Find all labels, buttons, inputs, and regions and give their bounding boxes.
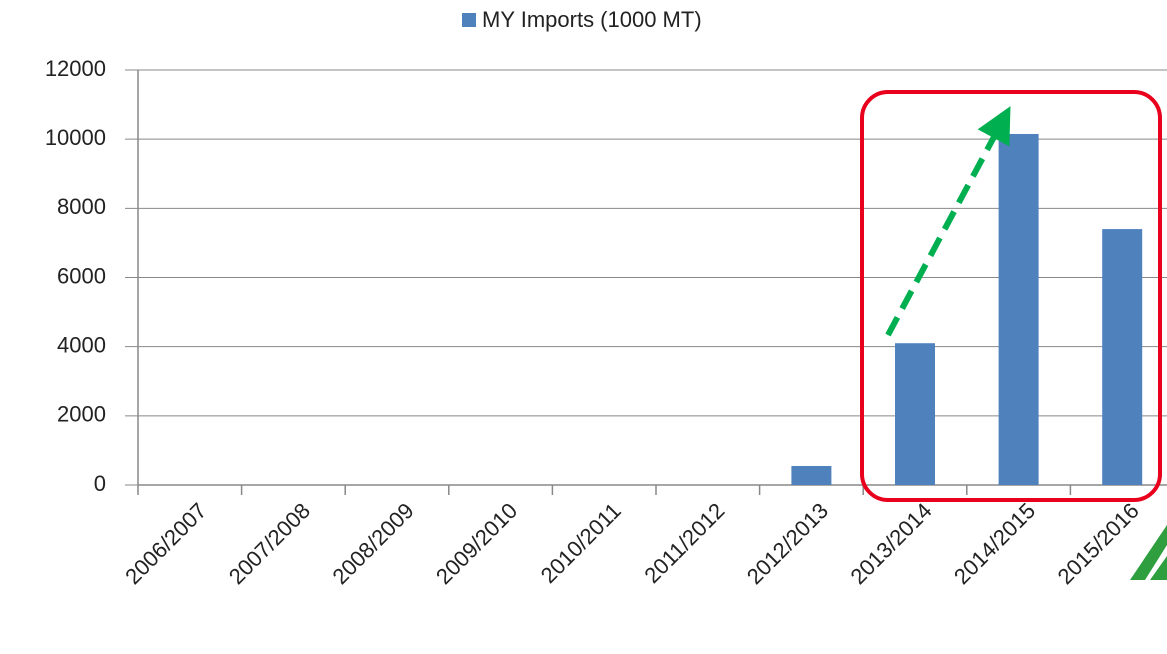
y-tick-label: 2000 — [57, 402, 106, 427]
x-tick-label: 2006/2007 — [120, 498, 211, 589]
legend-label: MY Imports (1000 MT) — [482, 7, 702, 32]
y-tick-label: 6000 — [57, 263, 106, 288]
y-tick-label: 0 — [94, 471, 106, 496]
highlight-box — [860, 90, 1162, 502]
legend-swatch — [462, 13, 476, 27]
y-tick-label: 12000 — [45, 56, 106, 81]
x-tick-label: 2011/2012 — [639, 498, 729, 588]
y-tick-label: 10000 — [45, 125, 106, 150]
x-tick-label: 2014/2015 — [949, 498, 1040, 589]
x-tick-label: 2009/2010 — [431, 498, 522, 589]
x-tick-label: 2007/2008 — [224, 498, 315, 589]
x-tick-label: 2012/2013 — [742, 498, 833, 589]
y-tick-label: 8000 — [57, 194, 106, 219]
x-tick-label: 2013/2014 — [845, 498, 936, 589]
trend-arrow — [885, 106, 1011, 337]
bar — [998, 133, 1039, 485]
bar — [1102, 229, 1143, 485]
bar — [791, 465, 832, 485]
x-tick-label: 2008/2009 — [327, 498, 418, 589]
logo — [1130, 525, 1167, 580]
x-tick-label: 2010/2011 — [536, 498, 626, 588]
bar — [895, 343, 935, 485]
y-tick-label: 4000 — [57, 332, 106, 357]
x-tick-label: 2015/2016 — [1053, 498, 1144, 589]
